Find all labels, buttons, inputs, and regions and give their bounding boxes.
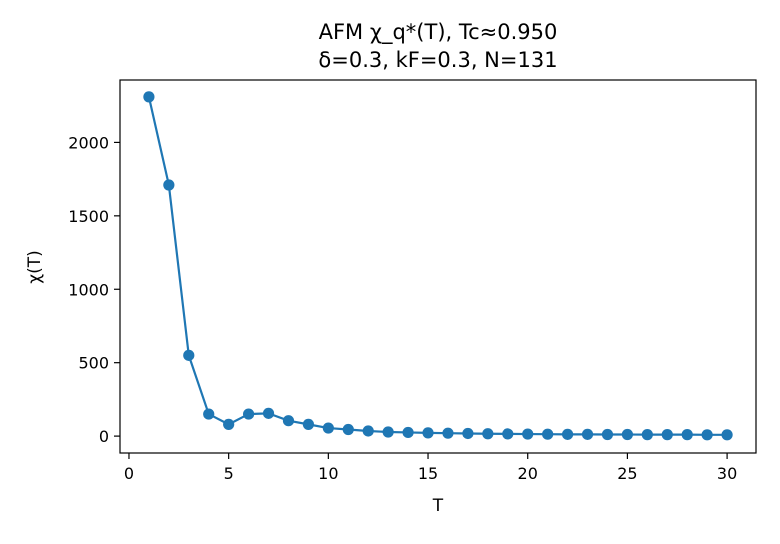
data-point bbox=[422, 427, 434, 439]
data-point bbox=[143, 91, 155, 103]
data-point bbox=[581, 428, 594, 440]
data-point bbox=[721, 429, 733, 441]
data-point bbox=[163, 179, 175, 191]
data-point bbox=[621, 428, 634, 441]
x-tick-label: 0 bbox=[124, 464, 134, 483]
data-point bbox=[203, 408, 215, 420]
y-tick-label: 500 bbox=[78, 354, 109, 373]
x-tick-label: 15 bbox=[418, 464, 438, 483]
data-point bbox=[302, 418, 315, 430]
data-point bbox=[462, 427, 474, 440]
data-point bbox=[522, 428, 534, 440]
data-point bbox=[661, 429, 673, 441]
data-point bbox=[322, 422, 334, 434]
data-point bbox=[482, 428, 494, 440]
data-point bbox=[561, 428, 574, 440]
y-tick-label: 1500 bbox=[68, 207, 109, 226]
data-point bbox=[402, 426, 414, 439]
data-point bbox=[601, 428, 614, 441]
data-point bbox=[223, 418, 235, 430]
data-point bbox=[362, 425, 374, 437]
chart-title-line2: δ=0.3, kF=0.3, N=131 bbox=[318, 48, 557, 72]
x-tick-label: 20 bbox=[518, 464, 538, 483]
data-point bbox=[502, 428, 514, 440]
data-point bbox=[262, 407, 275, 419]
data-point bbox=[282, 415, 295, 427]
x-tick-label: 5 bbox=[224, 464, 234, 483]
y-axis-label: χ(T) bbox=[25, 250, 45, 283]
x-tick-label: 25 bbox=[617, 464, 637, 483]
y-tick-label: 2000 bbox=[68, 133, 109, 152]
data-point bbox=[641, 429, 653, 441]
plot-frame bbox=[119, 79, 757, 454]
data-point bbox=[542, 428, 554, 440]
data-point bbox=[342, 423, 354, 436]
series-line bbox=[147, 96, 728, 436]
x-axis-label: T bbox=[432, 496, 444, 516]
plot-area: 0 5 10 15 20 25 30 0 500 1000 1500 2000 bbox=[68, 79, 757, 483]
data-point bbox=[382, 426, 394, 438]
chart-title-line1: AFM χ_q*(T), Tc≈0.950 bbox=[319, 20, 558, 45]
data-point bbox=[701, 429, 713, 441]
data-point bbox=[243, 408, 255, 420]
data-point bbox=[183, 349, 195, 361]
y-tick-label: 0 bbox=[99, 427, 109, 446]
x-tick-label: 10 bbox=[318, 464, 338, 483]
data-point bbox=[681, 429, 693, 441]
x-tick-label: 30 bbox=[717, 464, 737, 483]
y-tick-label: 1000 bbox=[68, 280, 109, 299]
data-point bbox=[442, 427, 454, 439]
